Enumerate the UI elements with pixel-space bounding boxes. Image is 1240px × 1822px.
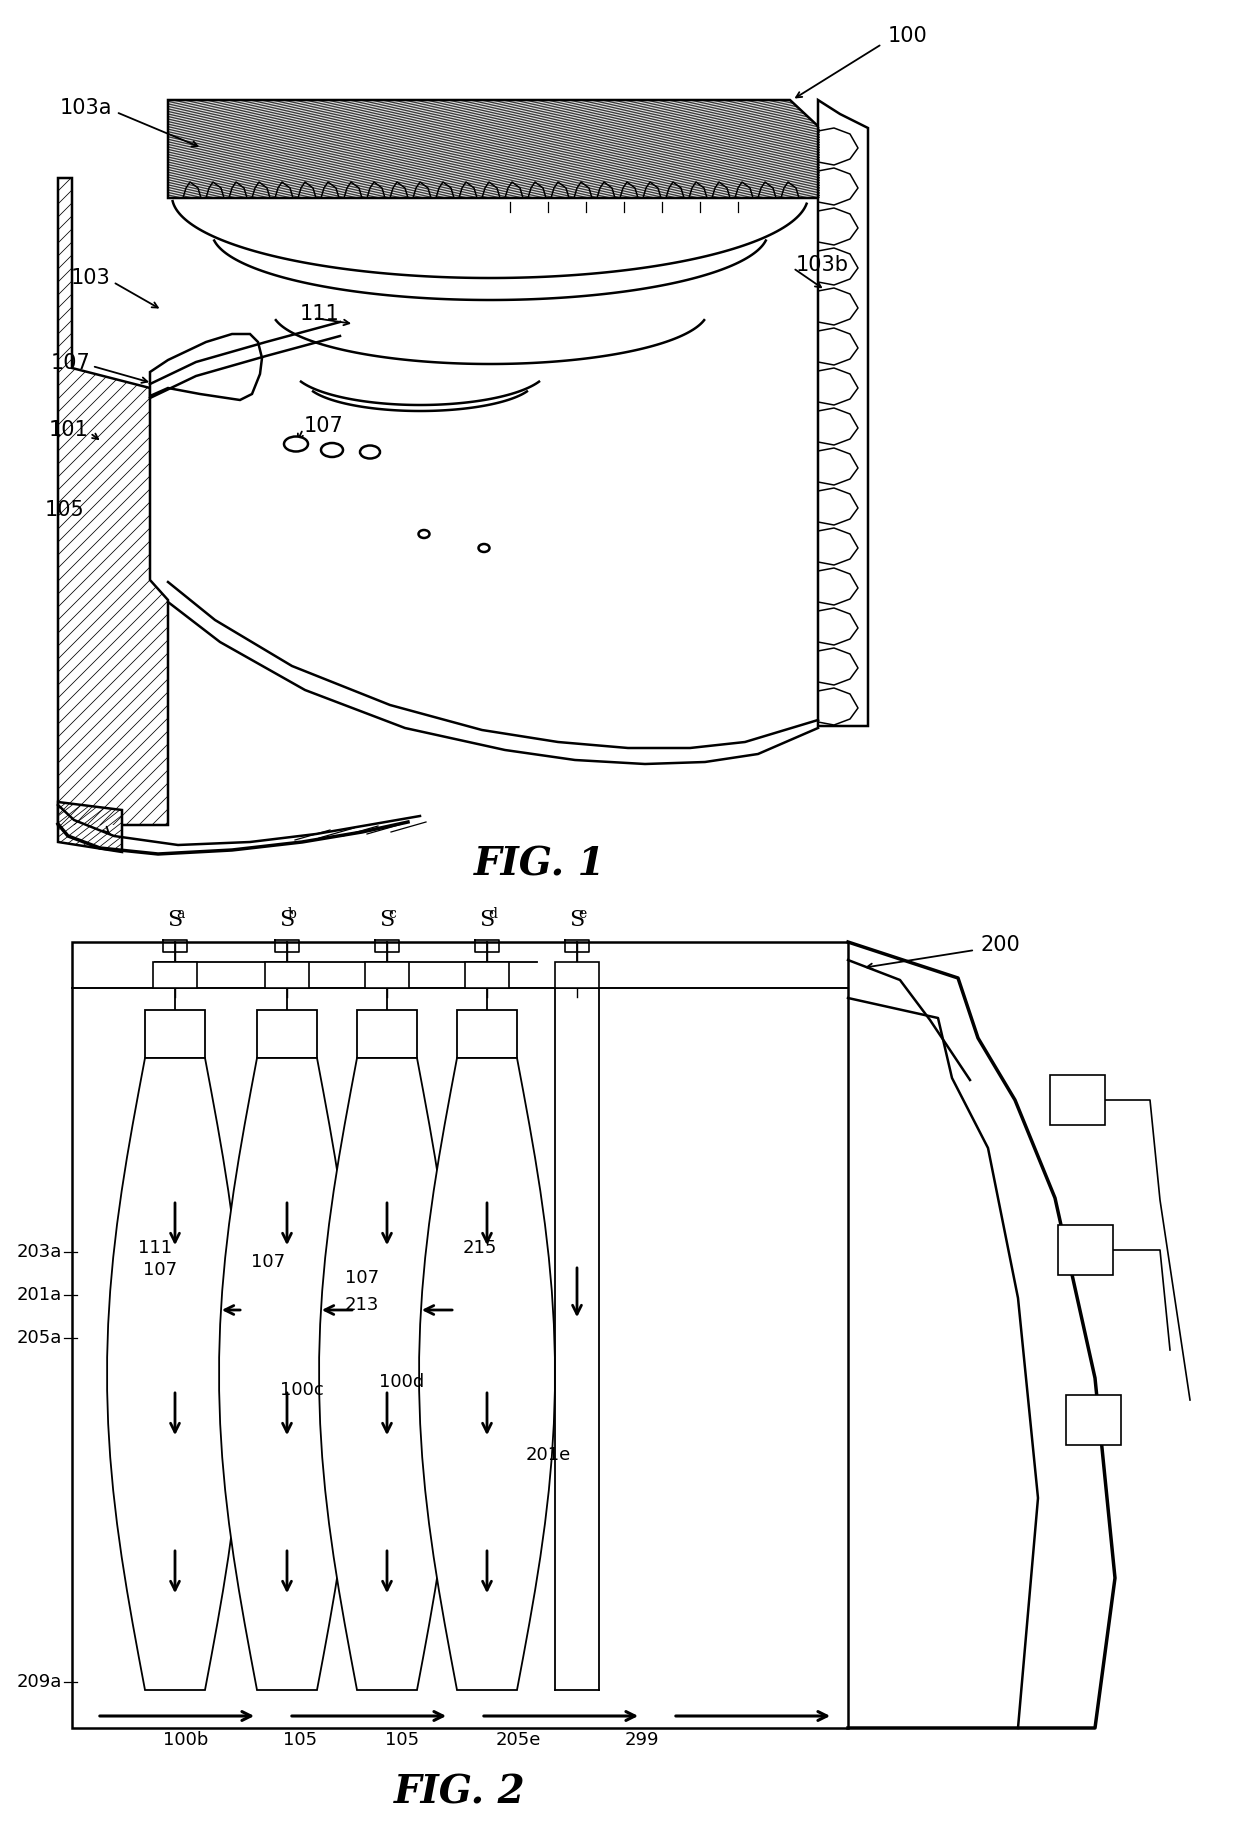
Polygon shape	[72, 942, 848, 1727]
Polygon shape	[319, 1059, 455, 1691]
Text: 100: 100	[888, 26, 928, 46]
Text: S: S	[569, 909, 584, 931]
Text: 105: 105	[283, 1731, 317, 1749]
Text: 205a: 205a	[16, 1328, 62, 1346]
Text: 205e: 205e	[495, 1731, 541, 1749]
Text: 105: 105	[45, 499, 84, 519]
Text: FIG. 2: FIG. 2	[394, 1773, 526, 1811]
Text: 107: 107	[143, 1261, 177, 1279]
Polygon shape	[167, 100, 820, 199]
Polygon shape	[1066, 1396, 1121, 1445]
Polygon shape	[265, 962, 309, 988]
Text: FIG. 1: FIG. 1	[474, 845, 606, 884]
Text: 299: 299	[625, 1731, 660, 1749]
Polygon shape	[58, 802, 122, 853]
Text: e: e	[578, 907, 587, 920]
Text: 105: 105	[384, 1731, 419, 1749]
Ellipse shape	[419, 530, 429, 537]
Text: S: S	[279, 909, 294, 931]
Polygon shape	[150, 333, 262, 401]
Polygon shape	[419, 1059, 554, 1691]
Text: 100d: 100d	[379, 1374, 424, 1390]
Text: 107: 107	[304, 415, 343, 435]
Polygon shape	[465, 962, 508, 988]
Ellipse shape	[284, 437, 308, 452]
Polygon shape	[556, 962, 599, 988]
Ellipse shape	[360, 446, 379, 459]
Text: 101: 101	[48, 421, 88, 439]
Polygon shape	[257, 1009, 317, 1059]
Text: 200: 200	[980, 935, 1019, 955]
Text: 100b: 100b	[164, 1731, 208, 1749]
Polygon shape	[818, 100, 868, 725]
Text: 103: 103	[71, 268, 110, 288]
Polygon shape	[357, 1009, 417, 1059]
Text: 111: 111	[138, 1239, 172, 1257]
Text: 107: 107	[51, 353, 91, 374]
Text: 107: 107	[345, 1268, 379, 1286]
Text: 103b: 103b	[796, 255, 849, 275]
Text: 203a: 203a	[16, 1243, 62, 1261]
Text: a: a	[176, 907, 185, 920]
Polygon shape	[153, 962, 197, 988]
Polygon shape	[145, 1009, 205, 1059]
Text: 213: 213	[345, 1295, 379, 1314]
Ellipse shape	[479, 545, 490, 552]
Text: 215: 215	[463, 1239, 497, 1257]
Text: 209a: 209a	[16, 1673, 62, 1691]
Text: 111: 111	[300, 304, 340, 324]
Text: S: S	[479, 909, 495, 931]
Text: c: c	[388, 907, 396, 920]
Polygon shape	[365, 962, 409, 988]
Polygon shape	[219, 1059, 355, 1691]
Text: d: d	[489, 907, 497, 920]
Text: 201e: 201e	[526, 1447, 570, 1465]
Polygon shape	[107, 1059, 243, 1691]
Text: S: S	[167, 909, 182, 931]
Ellipse shape	[321, 443, 343, 457]
Polygon shape	[458, 1009, 517, 1059]
Polygon shape	[1050, 1075, 1105, 1124]
Text: b: b	[288, 907, 296, 920]
Polygon shape	[58, 179, 167, 825]
Polygon shape	[1058, 1224, 1112, 1275]
Text: 100c: 100c	[280, 1381, 324, 1399]
Text: 201a: 201a	[17, 1286, 62, 1305]
Text: S: S	[379, 909, 394, 931]
Text: 107: 107	[250, 1254, 285, 1272]
Text: 103a: 103a	[60, 98, 112, 118]
